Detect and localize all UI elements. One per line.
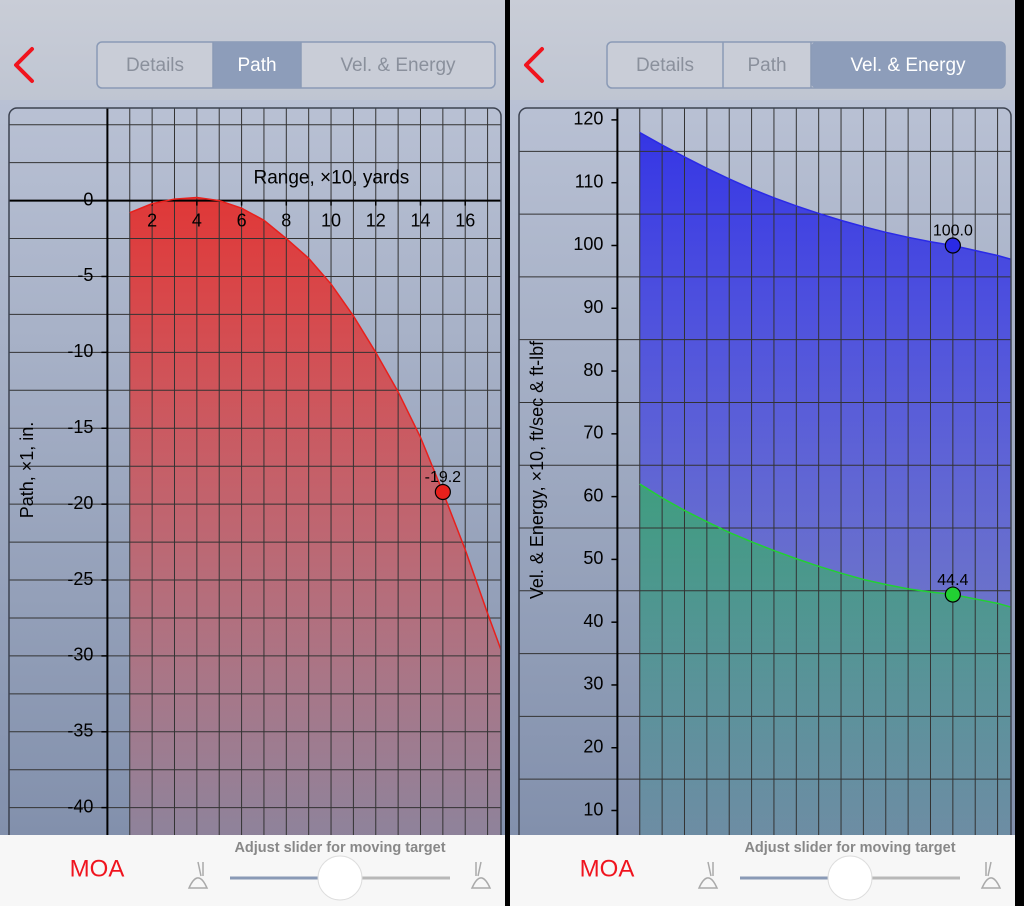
tab[interactable]: Details [636,55,694,76]
y-tick-label: -40 [67,796,93,816]
highlight-point [434,483,451,501]
y-tick-label: 30 [583,674,603,694]
y-tick-label: 120 [573,109,603,129]
data-label: 100.0 [933,223,973,240]
x-tick-label: 2 [147,210,157,230]
tab[interactable]: Path [237,55,276,76]
y-tick-label: -20 [67,493,93,513]
tab[interactable]: Vel. & Energy [340,55,456,76]
rabbit-icon [470,861,492,889]
series-line [129,196,501,651]
highlight-point [944,237,961,254]
slider-hint: Adjust slider for moving target [234,840,445,856]
y-axis-title: Path, ×1, in. [17,422,37,519]
tab[interactable]: Vel. & Energy [850,55,966,76]
rabbit-icon [187,861,209,889]
rabbit-icon [697,861,719,889]
footer-layer: MOA Adjust slider for moving target [0,835,505,906]
y-tick-label: 10 [583,799,603,819]
tab[interactable]: Details [126,55,184,76]
rabbit-icon [980,861,1002,889]
area-fill [639,484,1011,835]
highlight-point [944,586,961,603]
footer-layer: MOA Adjust slider for moving target [510,835,1015,906]
area-fill [129,197,501,835]
x-tick-label: 14 [410,210,430,230]
y-tick-label: 70 [583,423,603,443]
y-tick-label: 40 [583,611,603,631]
y-tick-label: 90 [583,297,603,317]
slider-thumb[interactable] [317,855,363,901]
y-tick-label: 60 [583,485,603,505]
tab-selected-bg [213,42,301,88]
slider-thumb[interactable] [827,855,873,901]
footer [510,835,1015,906]
x-tick-label: 6 [237,210,247,230]
x-tick-label: 8 [281,210,291,230]
y-tick-label: -15 [67,417,93,437]
y-tick-label: 110 [575,171,604,191]
y-tick-label: 100 [573,234,603,254]
back-button[interactable] [14,47,34,83]
y-tick-label: -25 [67,569,93,589]
y-tick-label: 0 [83,189,93,209]
data-label: 44.4 [937,572,968,589]
y-tick-label: 20 [583,736,603,756]
chart: 10 20 30 40 50 60 70 80 90 100 110 120 Vel. & Energy… [519,108,1011,836]
unit-button[interactable]: MOA [580,855,635,882]
tab[interactable]: Path [747,55,786,76]
footer [0,835,505,906]
x-tick-label: 4 [192,210,202,230]
y-tick-label: 80 [583,360,603,380]
y-tick-label: -30 [67,645,93,665]
y-axis-title: Vel. & Energy, ×10, ft/sec & ft-lbf [527,340,547,599]
x-tick-label: 16 [455,210,475,230]
data-label: -19.2 [425,469,462,486]
unit-button[interactable]: MOA [70,855,125,882]
y-tick-label: -35 [67,721,93,741]
x-axis-title: Range, ×10, yards [254,168,410,189]
slider-hint: Adjust slider for moving target [744,840,955,856]
y-tick-label: -10 [67,341,93,361]
x-tick-label: 10 [321,210,341,230]
x-tick-label: 12 [366,210,386,230]
y-tick-label: -5 [77,265,93,285]
chart: 2 4 6 8 10 12 14 16 0 -5 -10 -15 -20 -25 -30 -35 -40 Rang… [9,108,501,835]
y-tick-label: 50 [583,548,603,568]
back-button[interactable] [524,47,544,83]
tab-selected-bg [811,42,1005,88]
